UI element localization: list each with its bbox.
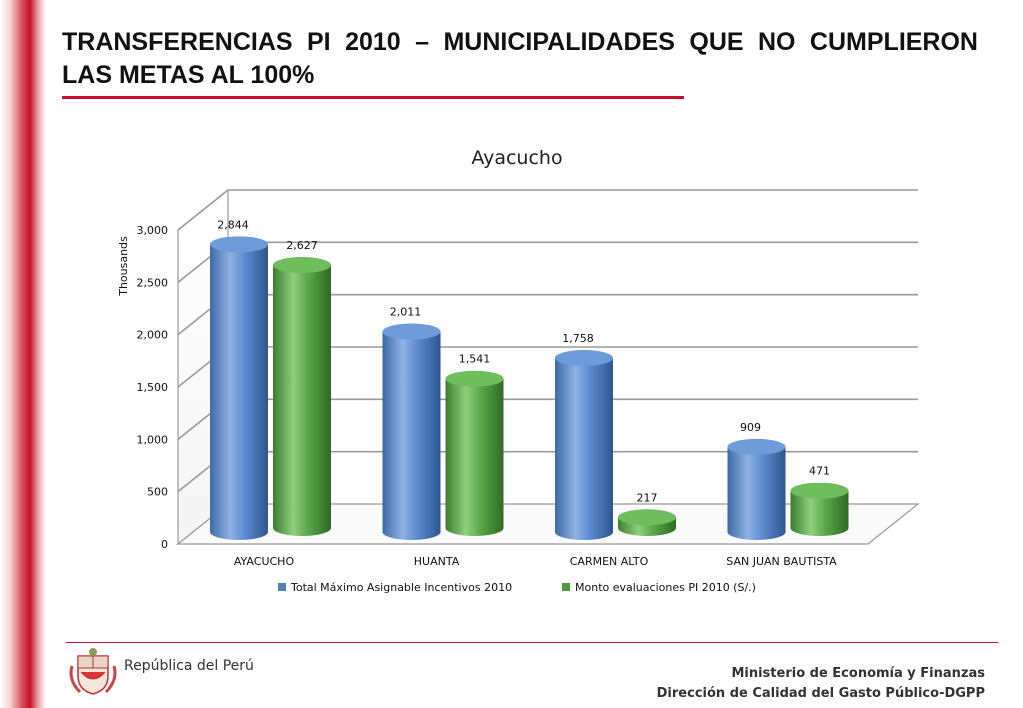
y-tick-label: 2,000 — [137, 329, 169, 342]
data-label: 1,758 — [562, 332, 594, 345]
data-label: 471 — [809, 465, 830, 478]
bar-total — [382, 331, 441, 540]
bar-top — [618, 509, 676, 526]
bar-total — [555, 357, 613, 540]
y-tick-label: 0 — [161, 538, 168, 551]
bar-top — [382, 323, 441, 340]
legend-label: Total Máximo Asignable Incentivos 2010 — [290, 581, 512, 594]
bar-monto — [445, 378, 504, 536]
x-tick-label: SAN JUAN BAUTISTA — [726, 555, 837, 568]
x-tick-label: HUANTA — [414, 555, 460, 568]
data-label: 2,011 — [390, 306, 422, 319]
y-tick-label: 500 — [147, 486, 168, 499]
y-tick-label: 1,000 — [137, 433, 169, 446]
bar-monto — [790, 490, 849, 536]
bar-top — [273, 257, 331, 274]
bar-chart: Ayacucho Thousands 0 500 1,000 1,500 2,000 2,… — [117, 147, 920, 594]
chart-title: Ayacucho — [471, 147, 562, 169]
data-label: 909 — [740, 421, 761, 434]
bar-top — [210, 236, 268, 253]
legend-swatch — [562, 583, 570, 591]
y-tick-label: 1,500 — [137, 381, 169, 394]
y-tick-label: 2,500 — [137, 276, 169, 289]
data-label: 1,541 — [459, 353, 491, 366]
y-axis-label: Thousands — [117, 236, 130, 297]
gridline — [177, 189, 918, 231]
bar-top — [727, 438, 786, 455]
footer-divider — [66, 642, 998, 643]
title-underline — [62, 96, 684, 99]
ministry-name: Ministerio de Economía y Finanzas — [731, 666, 985, 681]
bar-top — [790, 482, 849, 499]
bar-total — [727, 446, 786, 540]
y-tick-label: 3,000 — [137, 224, 169, 237]
x-tick-label: AYACUCHO — [234, 555, 295, 568]
left-decorative-bar — [0, 0, 46, 708]
legend-swatch — [278, 583, 286, 591]
data-label: 217 — [637, 491, 658, 504]
bar-total — [210, 244, 268, 540]
legend-label: Monto evaluaciones PI 2010 (S/.) — [575, 581, 756, 594]
republic-label: República del Perú — [124, 658, 254, 674]
direction-name: Dirección de Calidad del Gasto Público-D… — [656, 686, 985, 701]
ministry-footer: Ministerio de Economía y Finanzas Direcc… — [657, 664, 985, 704]
bar-top — [445, 370, 504, 387]
chart-legend: Total Máximo Asignable Incentivos 2010 Mo… — [278, 581, 756, 594]
bar-monto — [273, 265, 331, 536]
slide-title: TRANSFERENCIAS PI 2010 – MUNICIPALIDADES… — [62, 28, 978, 89]
data-label: 2,627 — [286, 239, 318, 252]
data-label: 2,844 — [217, 218, 249, 231]
peru-coat-of-arms-icon — [69, 648, 117, 695]
bar-top — [555, 349, 613, 366]
x-tick-label: CARMEN ALTO — [570, 555, 649, 568]
